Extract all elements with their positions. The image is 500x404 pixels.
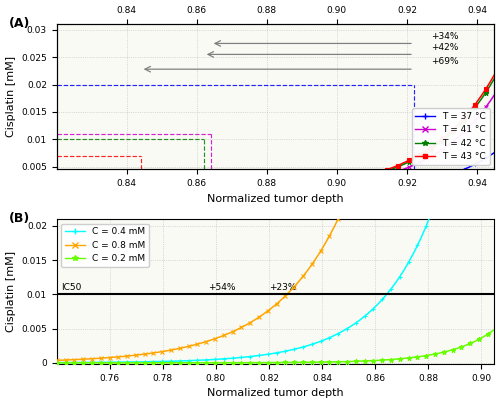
Text: +34%: +34% xyxy=(432,32,459,41)
Legend: C = 0.4 mM, C = 0.8 mM, C = 0.2 mM: C = 0.4 mM, C = 0.8 mM, C = 0.2 mM xyxy=(61,223,149,267)
Text: +69%: +69% xyxy=(432,57,459,66)
X-axis label: Normalized tumor depth: Normalized tumor depth xyxy=(208,194,344,204)
Text: (B): (B) xyxy=(8,212,30,225)
Text: +23%: +23% xyxy=(269,283,296,292)
Legend: T = 37 °C, T = 41 °C, T = 42 °C, T = 43 °C: T = 37 °C, T = 41 °C, T = 42 °C, T = 43 … xyxy=(412,108,490,165)
Text: IC50: IC50 xyxy=(60,283,81,292)
Text: +42%: +42% xyxy=(432,43,459,52)
Text: +54%: +54% xyxy=(208,283,236,292)
Y-axis label: Cisplatin [mM]: Cisplatin [mM] xyxy=(6,56,16,137)
Y-axis label: Cisplatin [mM]: Cisplatin [mM] xyxy=(6,251,16,332)
X-axis label: Normalized tumor depth: Normalized tumor depth xyxy=(208,388,344,398)
Text: (A): (A) xyxy=(8,17,30,30)
